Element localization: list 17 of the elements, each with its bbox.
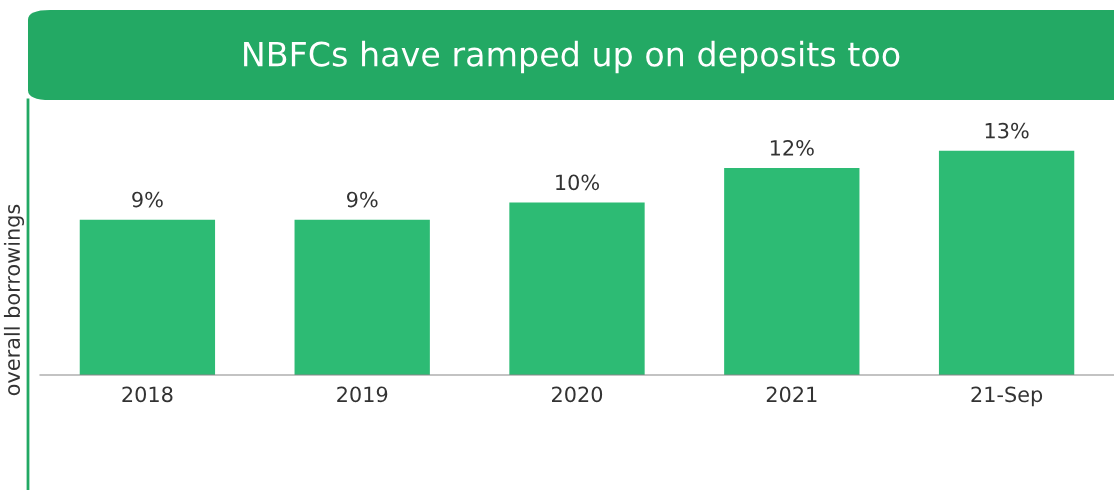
y-axis-title: overall borrowings bbox=[3, 204, 25, 396]
data-label: 9% bbox=[346, 191, 378, 208]
chart-title: NBFCs have ramped up on deposits too bbox=[244, 40, 900, 74]
bar bbox=[724, 168, 860, 375]
data-label: 10% bbox=[556, 174, 599, 191]
data-label: 9% bbox=[132, 191, 163, 208]
bar bbox=[938, 150, 1075, 375]
data-label: 13% bbox=[985, 122, 1029, 139]
bar bbox=[294, 219, 430, 375]
data-label: 12% bbox=[770, 139, 814, 156]
bar bbox=[509, 202, 645, 375]
bar bbox=[79, 219, 216, 375]
x-tick-label: 2018 bbox=[122, 386, 173, 403]
x-tick-label: 2019 bbox=[337, 386, 388, 403]
x-tick-label: 21-Sep bbox=[971, 386, 1043, 407]
x-tick-label: 2021 bbox=[766, 386, 817, 403]
x-tick-label: 2020 bbox=[552, 386, 603, 403]
